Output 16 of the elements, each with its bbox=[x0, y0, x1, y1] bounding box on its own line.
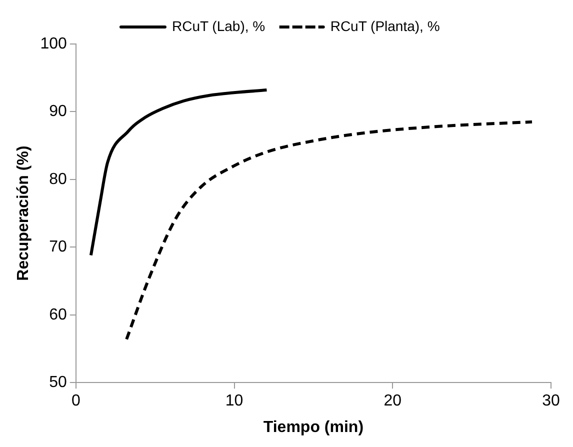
x-tick-label: 20 bbox=[384, 392, 402, 410]
legend-label: RCuT (Lab), % bbox=[172, 18, 266, 34]
y-tick-label: 100 bbox=[40, 35, 67, 52]
x-tick-label: 0 bbox=[71, 392, 80, 410]
x-tick-label: 10 bbox=[225, 392, 244, 410]
y-tick-label: 70 bbox=[49, 238, 67, 256]
x-tick-label: 30 bbox=[542, 392, 560, 410]
y-tick-label: 80 bbox=[49, 170, 67, 188]
line-series bbox=[125, 120, 534, 341]
y-tick-label: 50 bbox=[49, 374, 67, 392]
x-axis-title: Tiempo (min) bbox=[263, 418, 364, 436]
y-tick-label: 90 bbox=[49, 103, 67, 120]
y-tick-label: 60 bbox=[49, 306, 67, 324]
line-series bbox=[89, 88, 268, 257]
legend-label: RCuT (Planta), % bbox=[330, 18, 440, 34]
y-axis-title: Recuperación (%) bbox=[15, 146, 32, 281]
